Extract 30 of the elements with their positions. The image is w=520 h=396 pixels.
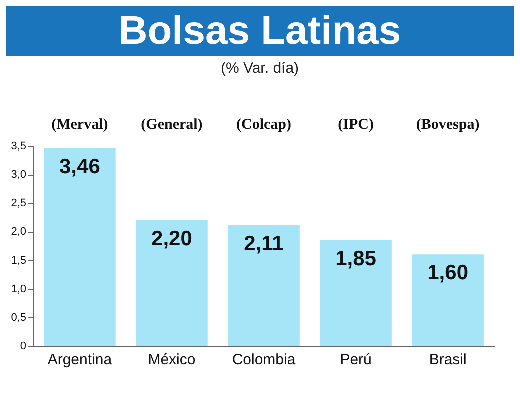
- bar: [320, 240, 392, 346]
- y-tick-label: 0: [20, 340, 26, 352]
- data-label: 1,85: [336, 247, 377, 270]
- bar: [412, 254, 484, 346]
- y-tick-label: 0,5: [11, 312, 26, 324]
- bar: [136, 220, 208, 346]
- x-tick-label: México: [148, 352, 196, 368]
- chart-subtitle: (% Var. día): [220, 60, 300, 77]
- text: (Colcap): [236, 117, 292, 133]
- text: (Merval): [52, 117, 108, 133]
- x-tick-label: Colombia: [232, 352, 296, 368]
- chart-title: Bolsas Latinas: [6, 6, 514, 56]
- y-tick-label: 2,0: [11, 226, 26, 238]
- text: (IPC): [338, 117, 374, 133]
- data-label: 2,20: [152, 227, 192, 250]
- x-tick-label: Perú: [340, 352, 372, 368]
- data-label: 3,46: [60, 155, 100, 178]
- text: (General): [141, 117, 203, 133]
- bar: [228, 225, 300, 346]
- data-label: 2,11: [244, 232, 284, 256]
- y-tick-label: 3,5: [11, 140, 26, 152]
- data-label: 1,60: [428, 262, 468, 285]
- x-tick-label: Argentina: [48, 352, 113, 368]
- y-tick-label: 1,0: [11, 283, 26, 296]
- y-tick-label: 1,5: [11, 254, 26, 267]
- y-tick-label: 2,5: [11, 198, 26, 210]
- x-tick-label: Brasil: [429, 352, 467, 368]
- bar: [44, 148, 116, 346]
- text: (Bovespa): [416, 117, 480, 133]
- y-tick-label: 3,0: [11, 169, 26, 182]
